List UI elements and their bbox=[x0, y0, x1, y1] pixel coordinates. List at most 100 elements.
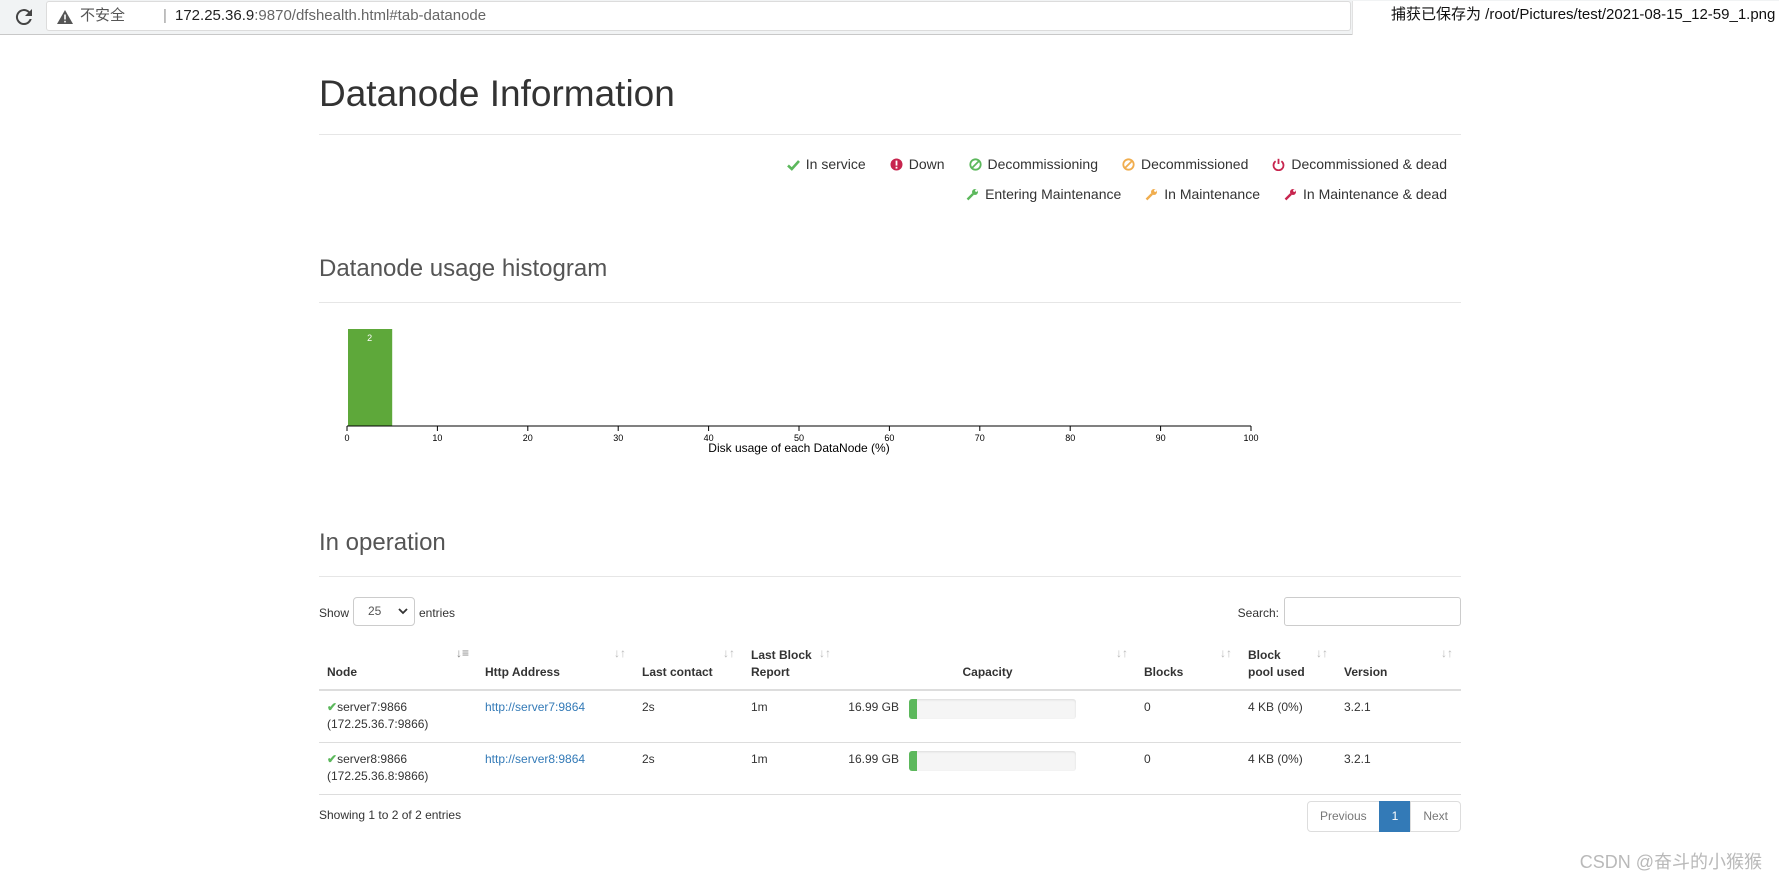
chevron-down-icon bbox=[398, 608, 408, 615]
legend-item: In service bbox=[786, 156, 866, 172]
cell-block-pool-used: 4 KB (0%) bbox=[1240, 690, 1336, 743]
cell-http: http://server8:9864 bbox=[477, 742, 634, 795]
exclamation-circle-icon bbox=[890, 156, 909, 172]
legend-label: In Maintenance & dead bbox=[1303, 186, 1447, 202]
x-tick-label: 50 bbox=[794, 433, 804, 443]
usage-histogram: 2 0 10 20 30 40 50 60 70 80 90 100 Disk usage of eac… bbox=[319, 325, 1461, 515]
check-icon: ✔ bbox=[327, 751, 338, 766]
col-last-block-report[interactable]: Last Block Report ↓↑ bbox=[743, 637, 839, 691]
cell-blocks: 0 bbox=[1136, 690, 1240, 743]
check-icon: ✔ bbox=[327, 700, 338, 714]
sort-icon: ↓↑ bbox=[1116, 646, 1128, 660]
col-node-label: Node bbox=[327, 665, 357, 679]
ban-icon bbox=[1122, 156, 1141, 172]
divider bbox=[319, 576, 1461, 577]
sort-icon: ↓↑ bbox=[1220, 646, 1232, 660]
cell-last-contact: 2s bbox=[634, 690, 743, 743]
previous-button[interactable]: Previous bbox=[1306, 801, 1380, 832]
x-tick-label: 0 bbox=[344, 433, 349, 443]
wrench-icon bbox=[1284, 186, 1303, 202]
cell-last-block-report: 1m bbox=[743, 742, 839, 795]
table-row: ✔server8:9866 (172.25.36.8:9866) http://s… bbox=[319, 742, 1461, 795]
legend-item: Decommissioned & dead bbox=[1272, 156, 1447, 172]
warning-icon bbox=[57, 10, 73, 24]
x-tick-label: 10 bbox=[432, 433, 442, 443]
security-label: 不安全 bbox=[80, 7, 126, 24]
table-row: ✔server7:9866 (172.25.36.7:9866) http://s… bbox=[319, 690, 1461, 743]
legend-label: Down bbox=[908, 156, 945, 172]
x-tick-label: 40 bbox=[704, 433, 714, 443]
cell-block-pool-used: 4 KB (0%) bbox=[1240, 742, 1336, 795]
url-text: 172.25.36.9:9870/dfshealth.html#tab-data… bbox=[175, 2, 486, 30]
x-tick-label: 80 bbox=[1065, 433, 1075, 443]
sort-icon: ↓↑ bbox=[723, 646, 735, 660]
page-length-select[interactable]: 25 bbox=[353, 597, 415, 626]
show-label: Show bbox=[319, 606, 350, 620]
legend-row-1: In service Down Decommissioning Decommissio… bbox=[763, 156, 1447, 172]
legend-label: Decommissioned bbox=[1140, 156, 1249, 172]
divider bbox=[319, 302, 1461, 303]
x-tick-label: 20 bbox=[523, 433, 533, 443]
col-http-address[interactable]: Http Address ↓↑ bbox=[477, 637, 634, 691]
x-tick-label: 100 bbox=[1243, 433, 1258, 443]
sort-icon: ↓↑ bbox=[1316, 646, 1328, 660]
page-1-button[interactable]: 1 bbox=[1378, 801, 1412, 832]
datanode-table: Node ↓≡ Http Address ↓↑ Last contact ↓↑ Las… bbox=[319, 637, 1461, 795]
col-blocks[interactable]: Blocks ↓↑ bbox=[1136, 637, 1240, 691]
wrench-icon bbox=[1145, 186, 1164, 202]
divider bbox=[319, 134, 1461, 135]
check-icon bbox=[786, 156, 806, 172]
table-info: Showing 1 to 2 of 2 entries bbox=[319, 808, 462, 822]
cell-last-block-report: 1m bbox=[743, 690, 839, 743]
node-ip: (172.25.36.7:9866) bbox=[327, 717, 429, 731]
table-controls: Show 25 entries Search: bbox=[319, 597, 1461, 629]
reload-icon[interactable] bbox=[12, 5, 36, 29]
pagination: Previous 1 Next bbox=[1306, 801, 1461, 833]
col-version[interactable]: Version ↓↑ bbox=[1336, 637, 1461, 691]
page-length-value: 25 bbox=[368, 604, 382, 618]
cell-capacity: 16.99 GB bbox=[839, 742, 1136, 795]
sort-asc-icon: ↓≡ bbox=[455, 646, 469, 660]
next-button[interactable]: Next bbox=[1410, 801, 1461, 832]
bar-data-label: 2 bbox=[367, 333, 372, 343]
col-block-pool-label: Block pool used bbox=[1248, 648, 1305, 679]
cell-http: http://server7:9864 bbox=[477, 690, 634, 743]
node-name: server7:9866 bbox=[337, 700, 408, 714]
cell-last-contact: 2s bbox=[634, 742, 743, 795]
col-last-contact[interactable]: Last contact ↓↑ bbox=[634, 637, 743, 691]
browser-toolbar: 不安全 | 172.25.36.9:9870/dfshealth.html#ta… bbox=[0, 0, 1779, 35]
histogram-title: Datanode usage histogram bbox=[319, 255, 608, 282]
x-axis-label: Disk usage of each DataNode (%) bbox=[708, 441, 889, 455]
col-block-pool-used[interactable]: Block pool used ↓↑ bbox=[1240, 637, 1336, 691]
search-label: Search: bbox=[1237, 606, 1279, 620]
col-last-block-report-label: Last Block Report bbox=[751, 648, 812, 679]
capacity-text: 16.99 GB bbox=[848, 751, 899, 766]
x-tick-label: 60 bbox=[884, 433, 894, 443]
legend-item: Down bbox=[890, 156, 945, 172]
table-header-row: Node ↓≡ Http Address ↓↑ Last contact ↓↑ Las… bbox=[319, 637, 1461, 691]
http-address-link[interactable]: http://server8:9864 bbox=[485, 751, 586, 766]
legend-item: In Maintenance & dead bbox=[1284, 186, 1447, 202]
cell-version: 3.2.1 bbox=[1336, 690, 1461, 743]
screenshot-notification: 捕获已保存为 /root/Pictures/test/2021-08-15_12… bbox=[1352, 1, 1779, 35]
search-input[interactable] bbox=[1284, 597, 1461, 626]
sort-icon: ↓↑ bbox=[614, 646, 626, 660]
cell-node: ✔server7:9866 (172.25.36.7:9866) bbox=[319, 690, 477, 743]
legend-item: Entering Maintenance bbox=[966, 186, 1121, 202]
wrench-icon bbox=[966, 186, 985, 202]
capacity-progress bbox=[909, 750, 1076, 771]
http-address-link[interactable]: http://server7:9864 bbox=[485, 700, 586, 714]
col-node[interactable]: Node ↓≡ bbox=[319, 637, 477, 691]
x-tick-label: 90 bbox=[1156, 433, 1166, 443]
legend-label: Entering Maintenance bbox=[985, 186, 1122, 202]
ban-icon bbox=[968, 156, 988, 172]
sort-icon: ↓↑ bbox=[1441, 646, 1453, 660]
node-ip: (172.25.36.8:9866) bbox=[327, 768, 429, 783]
legend-item: Decommissioning bbox=[968, 156, 1098, 172]
address-bar[interactable]: 不安全 | 172.25.36.9:9870/dfshealth.html#ta… bbox=[46, 1, 1351, 31]
url-path: :9870/dfshealth.html#tab-datanode bbox=[254, 7, 487, 24]
capacity-text: 16.99 GB bbox=[848, 700, 899, 714]
col-capacity[interactable]: Capacity ↓↑ bbox=[839, 637, 1136, 691]
col-version-label: Version bbox=[1344, 665, 1388, 679]
